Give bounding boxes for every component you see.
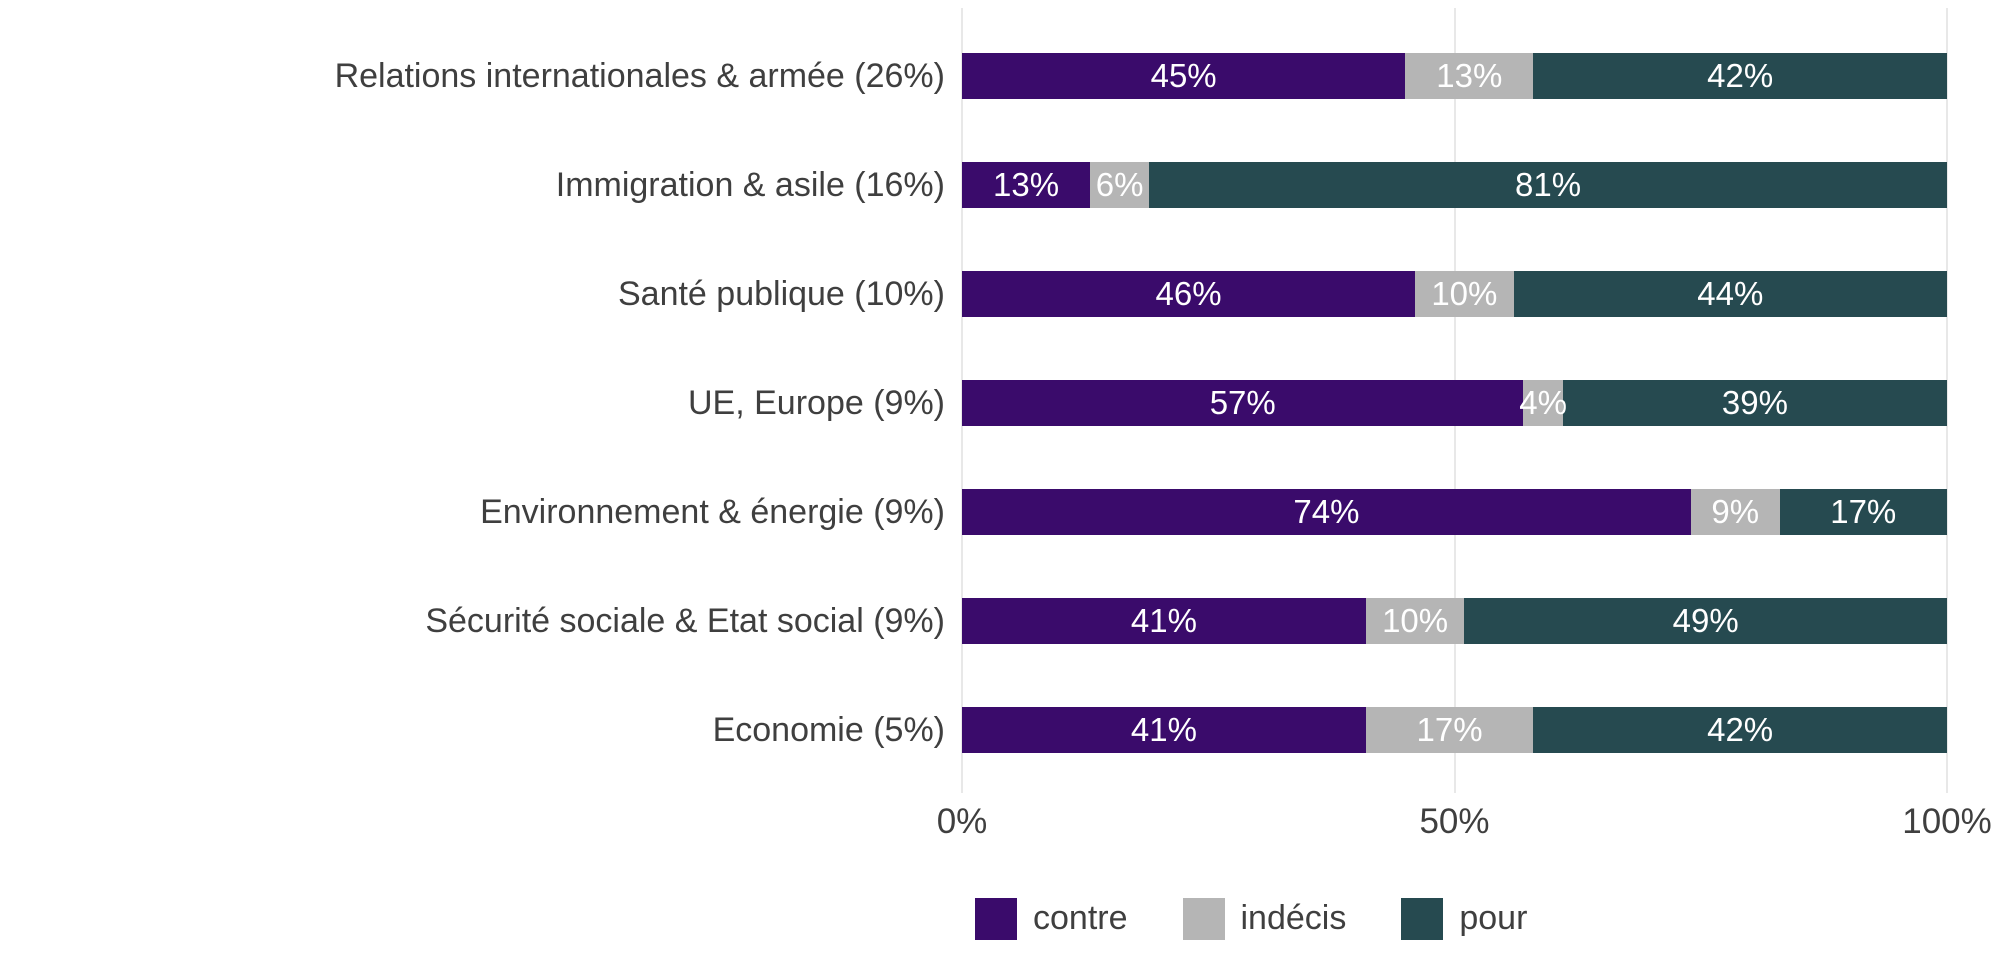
bar-segment-indecis[interactable]: 17% xyxy=(1365,707,1534,753)
bar-segment-contre[interactable]: 57% xyxy=(962,380,1524,426)
gridline-100 xyxy=(1946,8,1948,793)
stacked-bar: 74% 9% 17% xyxy=(962,489,1947,535)
bar-segment-contre[interactable]: 13% xyxy=(962,162,1091,208)
bar-segment-pour[interactable]: 44% xyxy=(1513,271,1947,317)
legend-item-contre[interactable]: contre xyxy=(975,897,1128,940)
bar-row: Santé publique (10%) 46% 10% 44% xyxy=(0,271,2000,317)
bar-segment-contre[interactable]: 74% xyxy=(962,489,1691,535)
bar-segment-pour[interactable]: 42% xyxy=(1533,707,1947,753)
bar-value-label: 13% xyxy=(992,166,1060,203)
category-label: Immigration & asile (16%) xyxy=(555,166,945,204)
bar-value-label: 42% xyxy=(1707,711,1774,748)
bar-value-label: 45% xyxy=(1150,57,1217,94)
category-label: Environnement & énergie (9%) xyxy=(480,493,945,531)
legend-swatch-indecis xyxy=(1182,897,1225,940)
legend-swatch-pour xyxy=(1401,897,1444,940)
category-label: UE, Europe (9%) xyxy=(688,384,945,422)
x-tick-label-50: 50% xyxy=(1419,802,1490,841)
legend-label: indécis xyxy=(1240,899,1347,937)
bar-value-label: 49% xyxy=(1672,602,1739,639)
bar-row: Environnement & énergie (9%) 74% 9% 17% xyxy=(0,489,2000,535)
bar-value-label: 44% xyxy=(1697,275,1764,312)
legend-item-pour[interactable]: pour xyxy=(1401,897,1527,940)
x-tick-label-0: 0% xyxy=(936,802,988,841)
bar-segment-indecis[interactable]: 9% xyxy=(1690,489,1780,535)
legend-swatch-contre xyxy=(975,897,1017,940)
category-label: Relations internationales & armée (26%) xyxy=(334,57,945,95)
bar-segment-indecis[interactable]: 6% xyxy=(1090,162,1150,208)
bar-segment-pour[interactable]: 17% xyxy=(1779,489,1947,535)
bar-value-label: 13% xyxy=(1436,57,1503,94)
bar-segment-indecis[interactable]: 4% xyxy=(1519,380,1567,426)
bar-row: UE, Europe (9%) 57% 4% 39% xyxy=(0,380,2000,426)
stacked-bar: 41% 17% 42% xyxy=(962,707,1947,753)
bar-value-label: 6% xyxy=(1095,166,1144,203)
legend-label: pour xyxy=(1459,899,1528,937)
bar-value-label: 17% xyxy=(1830,493,1897,530)
bar-value-label: 17% xyxy=(1416,711,1483,748)
bar-segment-pour[interactable]: 49% xyxy=(1464,598,1947,644)
bar-segment-pour[interactable]: 42% xyxy=(1533,53,1947,99)
bar-segment-pour[interactable]: 81% xyxy=(1149,162,1947,208)
bar-segment-contre[interactable]: 46% xyxy=(962,271,1416,317)
bar-value-label: 9% xyxy=(1711,493,1760,530)
stacked-bar: 41% 10% 49% xyxy=(962,598,1947,644)
bar-segment-contre[interactable]: 41% xyxy=(962,707,1366,753)
bar-segment-contre[interactable]: 41% xyxy=(962,598,1366,644)
bar-segment-contre[interactable]: 45% xyxy=(962,53,1406,99)
bar-segment-indecis[interactable]: 13% xyxy=(1405,53,1534,99)
bar-row: Immigration & asile (16%) 13% 6% 81% xyxy=(0,162,2000,208)
bar-value-label: 42% xyxy=(1707,57,1774,94)
bar-value-label: 81% xyxy=(1515,166,1582,203)
bar-value-label: 10% xyxy=(1382,602,1449,639)
legend-label: contre xyxy=(1033,899,1128,937)
bar-row: Sécurité sociale & Etat social (9%) 41% … xyxy=(0,598,2000,644)
legend: contre indécis pour xyxy=(975,897,1527,940)
legend-item-indecis[interactable]: indécis xyxy=(1182,897,1347,940)
stacked-bar: 57% 4% 39% xyxy=(962,380,1947,426)
bar-value-label: 41% xyxy=(1130,602,1197,639)
bar-segment-pour[interactable]: 39% xyxy=(1562,380,1947,426)
category-label: Economie (5%) xyxy=(712,711,945,749)
bar-value-label: 57% xyxy=(1209,384,1276,421)
bar-segment-indecis[interactable]: 10% xyxy=(1415,271,1514,317)
bar-segment-indecis[interactable]: 10% xyxy=(1365,598,1465,644)
x-axis: 0% 50% 100% xyxy=(937,800,1992,844)
stacked-bar: 45% 13% 42% xyxy=(962,53,1947,99)
bar-row: Relations internationales & armée (26%) … xyxy=(0,53,2000,99)
bar-value-label: 41% xyxy=(1130,711,1197,748)
category-label: Sécurité sociale & Etat social (9%) xyxy=(425,602,945,640)
x-tick-label-100: 100% xyxy=(1902,802,1992,841)
bar-value-label: 74% xyxy=(1293,493,1360,530)
bar-value-label: 10% xyxy=(1431,275,1498,312)
bar-value-label: 39% xyxy=(1721,384,1788,421)
bar-row: Economie (5%) 41% 17% 42% xyxy=(0,707,2000,753)
bar-value-label: 46% xyxy=(1155,275,1222,312)
stacked-bar: 46% 10% 44% xyxy=(962,271,1947,317)
category-label: Santé publique (10%) xyxy=(617,275,945,313)
stacked-bar: 13% 6% 81% xyxy=(962,162,1947,208)
bar-value-label: 4% xyxy=(1519,384,1567,421)
